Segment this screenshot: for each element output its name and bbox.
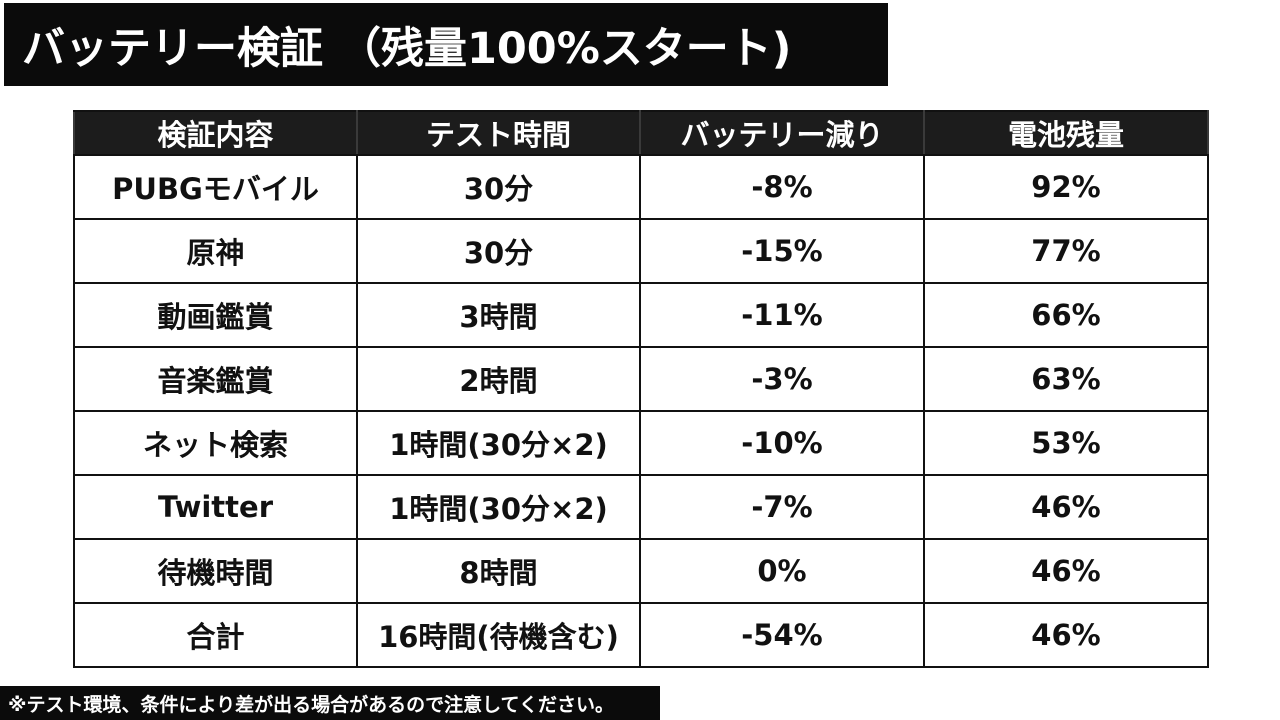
cell-test-time: 8時間 [356, 538, 641, 604]
table-row: 動画鑑賞 3時間 -11% 66% [73, 282, 1209, 348]
cell-battery-remaining: 63% [923, 346, 1209, 412]
cell-test-content: Twitter [73, 474, 358, 540]
cell-battery-remaining: 46% [923, 538, 1209, 604]
cell-battery-remaining: 46% [923, 474, 1209, 540]
cell-test-time: 16時間(待機含む) [356, 602, 641, 668]
table-row: Twitter 1時間(30分×2) -7% 46% [73, 474, 1209, 540]
cell-test-content: 待機時間 [73, 538, 358, 604]
table-row-total: 合計 16時間(待機含む) -54% 46% [73, 602, 1209, 668]
cell-battery-drain: -3% [639, 346, 925, 412]
cell-test-time: 30分 [356, 218, 641, 284]
cell-battery-remaining: 46% [923, 602, 1209, 668]
footnote-banner: ※テスト環境、条件により差が出る場合があるので注意してください。 [0, 686, 660, 720]
cell-battery-remaining: 77% [923, 218, 1209, 284]
table-header-row: 検証内容 テスト時間 バッテリー減り 電池残量 [73, 110, 1209, 156]
cell-battery-remaining: 53% [923, 410, 1209, 476]
cell-test-content: 音楽鑑賞 [73, 346, 358, 412]
header-test-time: テスト時間 [356, 110, 641, 156]
cell-battery-drain: -8% [639, 154, 925, 220]
page-title: バッテリー検証 （残量100%スタート) [22, 23, 792, 74]
cell-battery-drain: -11% [639, 282, 925, 348]
cell-battery-drain: -10% [639, 410, 925, 476]
cell-test-content: 合計 [73, 602, 358, 668]
cell-test-content: ネット検索 [73, 410, 358, 476]
cell-battery-drain: 0% [639, 538, 925, 604]
cell-battery-drain: -54% [639, 602, 925, 668]
battery-test-table: 検証内容 テスト時間 バッテリー減り 電池残量 PUBGモバイル 30分 -8%… [73, 110, 1209, 668]
cell-test-time: 3時間 [356, 282, 641, 348]
cell-test-time: 2時間 [356, 346, 641, 412]
cell-test-content: 原神 [73, 218, 358, 284]
cell-battery-remaining: 66% [923, 282, 1209, 348]
cell-test-time: 1時間(30分×2) [356, 410, 641, 476]
cell-test-time: 1時間(30分×2) [356, 474, 641, 540]
header-battery-drain: バッテリー減り [639, 110, 925, 156]
header-battery-remaining: 電池残量 [923, 110, 1209, 156]
table-row: PUBGモバイル 30分 -8% 92% [73, 154, 1209, 220]
header-test-content: 検証内容 [73, 110, 358, 156]
footnote-text: ※テスト環境、条件により差が出る場合があるので注意してください。 [8, 693, 614, 716]
cell-test-content: 動画鑑賞 [73, 282, 358, 348]
table-row: 待機時間 8時間 0% 46% [73, 538, 1209, 604]
cell-battery-remaining: 92% [923, 154, 1209, 220]
cell-test-content: PUBGモバイル [73, 154, 358, 220]
table-row: 原神 30分 -15% 77% [73, 218, 1209, 284]
cell-battery-drain: -15% [639, 218, 925, 284]
table-row: 音楽鑑賞 2時間 -3% 63% [73, 346, 1209, 412]
table-row: ネット検索 1時間(30分×2) -10% 53% [73, 410, 1209, 476]
page-title-banner: バッテリー検証 （残量100%スタート) [4, 3, 888, 86]
cell-battery-drain: -7% [639, 474, 925, 540]
cell-test-time: 30分 [356, 154, 641, 220]
